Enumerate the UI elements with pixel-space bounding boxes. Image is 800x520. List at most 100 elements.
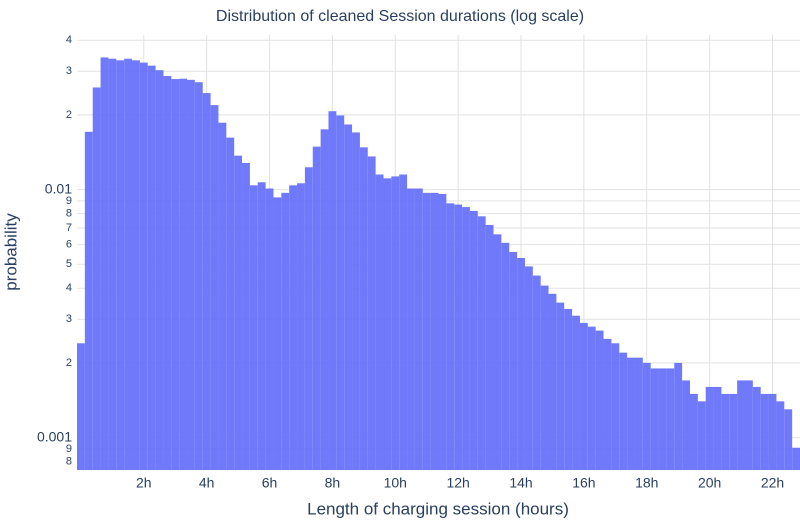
bar: [352, 132, 360, 470]
bar: [249, 185, 258, 470]
chart-title: Distribution of cleaned Session duration…: [216, 8, 584, 25]
bar: [689, 393, 698, 470]
bar: [517, 257, 525, 470]
x-tick-label: 20h: [698, 475, 721, 491]
bar: [391, 176, 400, 470]
y-tick-label: 4: [66, 282, 72, 294]
bar: [603, 338, 612, 470]
bar: [713, 386, 722, 470]
bar: [265, 188, 274, 470]
bar: [579, 322, 588, 470]
bar: [171, 79, 180, 471]
bar: [595, 330, 604, 470]
bar: [572, 315, 580, 470]
bar: [564, 308, 573, 470]
bar: [548, 293, 557, 470]
bar: [524, 266, 533, 470]
x-tick-label: 6h: [262, 475, 278, 491]
bar: [242, 162, 250, 470]
bar: [682, 380, 690, 470]
x-tick-label: 22h: [761, 475, 784, 491]
bar: [155, 70, 164, 471]
bar: [587, 326, 596, 470]
bar: [124, 58, 133, 470]
x-axis-label: Length of charging session (hours): [307, 499, 569, 518]
y-tick-label: 5: [66, 258, 72, 270]
bar: [627, 357, 635, 470]
y-tick-label: 3: [66, 65, 72, 77]
bar: [187, 79, 195, 471]
bar: [281, 192, 290, 470]
bar: [179, 78, 188, 471]
bar: [297, 183, 305, 471]
bar: [84, 131, 93, 470]
bar: [234, 155, 243, 470]
bar: [430, 192, 439, 470]
bar: [446, 203, 455, 471]
bar: [469, 210, 478, 470]
bar: [485, 224, 494, 470]
bar: [202, 93, 211, 470]
bar: [147, 65, 156, 471]
bar: [532, 275, 541, 470]
bar: [383, 178, 392, 471]
bar: [737, 380, 745, 470]
bar: [674, 362, 683, 470]
bar: [312, 146, 321, 470]
bar: [611, 343, 620, 470]
bar: [642, 362, 651, 470]
bar: [422, 192, 431, 470]
bar: [289, 185, 298, 470]
bar: [304, 167, 313, 471]
bar: [509, 252, 518, 470]
bar: [359, 147, 368, 470]
bar: [132, 60, 140, 470]
y-tick-label: 4: [66, 34, 72, 46]
y-tick-label: 2: [66, 109, 72, 121]
bar: [658, 368, 667, 470]
bar: [784, 409, 793, 470]
y-tick-label: 9: [66, 443, 72, 455]
bar: [705, 386, 714, 470]
bar: [328, 111, 337, 471]
bar: [77, 343, 85, 470]
x-tick-label: 10h: [384, 475, 407, 491]
bar: [320, 129, 329, 470]
bar: [540, 285, 549, 470]
bar: [399, 174, 408, 471]
bar: [226, 137, 235, 470]
bar: [163, 76, 172, 470]
bar: [100, 57, 109, 470]
x-tick-label: 8h: [325, 475, 341, 491]
y-tick-label: 8: [66, 208, 72, 220]
bar: [344, 124, 353, 471]
bar: [477, 216, 486, 470]
y-tick-label: 3: [66, 313, 72, 325]
bar: [619, 352, 628, 470]
y-tick-label: 6: [66, 238, 72, 250]
bar: [721, 393, 730, 470]
bar: [454, 204, 463, 470]
bar: [92, 87, 101, 471]
bar: [760, 393, 769, 470]
bar: [194, 82, 203, 471]
bar: [752, 386, 761, 470]
y-tick-label: 0.001: [37, 428, 72, 444]
bar: [634, 357, 643, 470]
bar: [218, 122, 227, 470]
bar: [650, 368, 659, 470]
bar: [792, 447, 800, 470]
bar: [257, 182, 266, 470]
y-tick-label: 8: [66, 456, 72, 468]
bar: [776, 401, 785, 470]
bar: [116, 60, 125, 470]
bar: [407, 188, 415, 470]
y-tick-label: 7: [66, 222, 72, 234]
bar: [438, 193, 447, 471]
x-tick-label: 12h: [446, 475, 469, 491]
bar: [273, 197, 282, 470]
y-tick-label: 9: [66, 195, 72, 207]
x-tick-label: 18h: [635, 475, 658, 491]
bar: [697, 401, 706, 470]
